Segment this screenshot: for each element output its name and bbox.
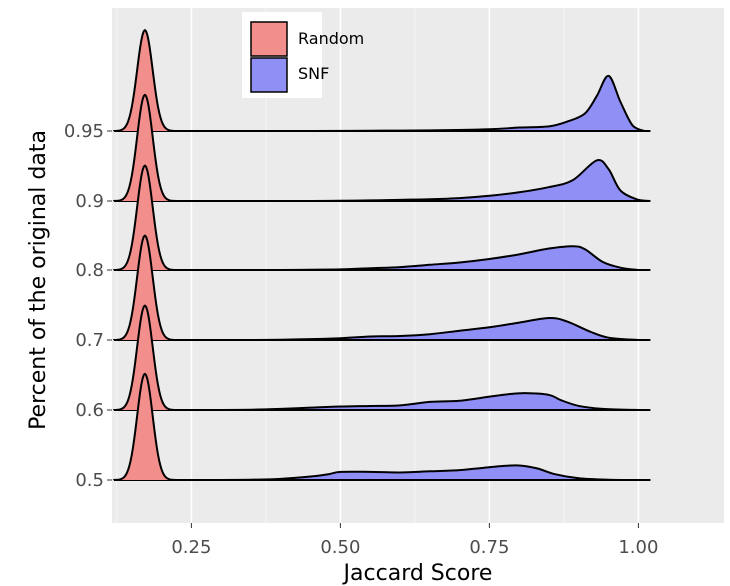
x-axis-title: Jaccard Score (342, 561, 493, 586)
x-tick-label: 0.75 (469, 537, 509, 558)
random-density-0.6 (112, 304, 651, 411)
x-tick-label: 0.50 (320, 537, 360, 558)
legend-key-random (250, 21, 288, 57)
ridge-row-0.7 (112, 234, 651, 341)
density-ridges (112, 29, 651, 481)
random-density-0.7 (112, 234, 651, 341)
ridge-row-0.8 (112, 164, 651, 271)
snf-density-0.7 (113, 316, 651, 341)
snf-density-0.5 (113, 464, 651, 481)
legend-label-snf: SNF (298, 64, 329, 83)
y-tick-label: 0.9 (75, 191, 104, 212)
y-tick-label: 0.5 (75, 470, 104, 491)
legend-label-random: Random (298, 29, 364, 48)
x-tick-label: 0.25 (171, 537, 211, 558)
legend: Random SNF (242, 12, 364, 98)
legend-key-snf (250, 57, 288, 93)
y-tick-label: 0.6 (75, 400, 104, 421)
ridge-row-0.9 (112, 93, 651, 202)
y-tick-label: 0.8 (75, 260, 104, 281)
y-tick-label: 0.95 (64, 121, 104, 142)
random-density-0.9 (112, 93, 651, 202)
random-density-0.5 (112, 372, 651, 481)
random-density-0.95 (112, 29, 651, 132)
x-tick-label: 1.00 (618, 537, 658, 558)
axis-ticks: 0.25 0.50 0.75 1.00 0.5 0.6 0.7 0.8 0.9 0.95 (64, 121, 659, 558)
snf-density-0.6 (113, 392, 651, 411)
y-axis-title: Percent of the original data (26, 130, 51, 430)
y-tick-label: 0.7 (75, 330, 104, 351)
ridge-row-0.95 (112, 29, 651, 132)
ridge-row-0.6 (112, 304, 651, 411)
random-density-0.8 (112, 164, 651, 271)
ridge-row-0.5 (112, 372, 651, 481)
